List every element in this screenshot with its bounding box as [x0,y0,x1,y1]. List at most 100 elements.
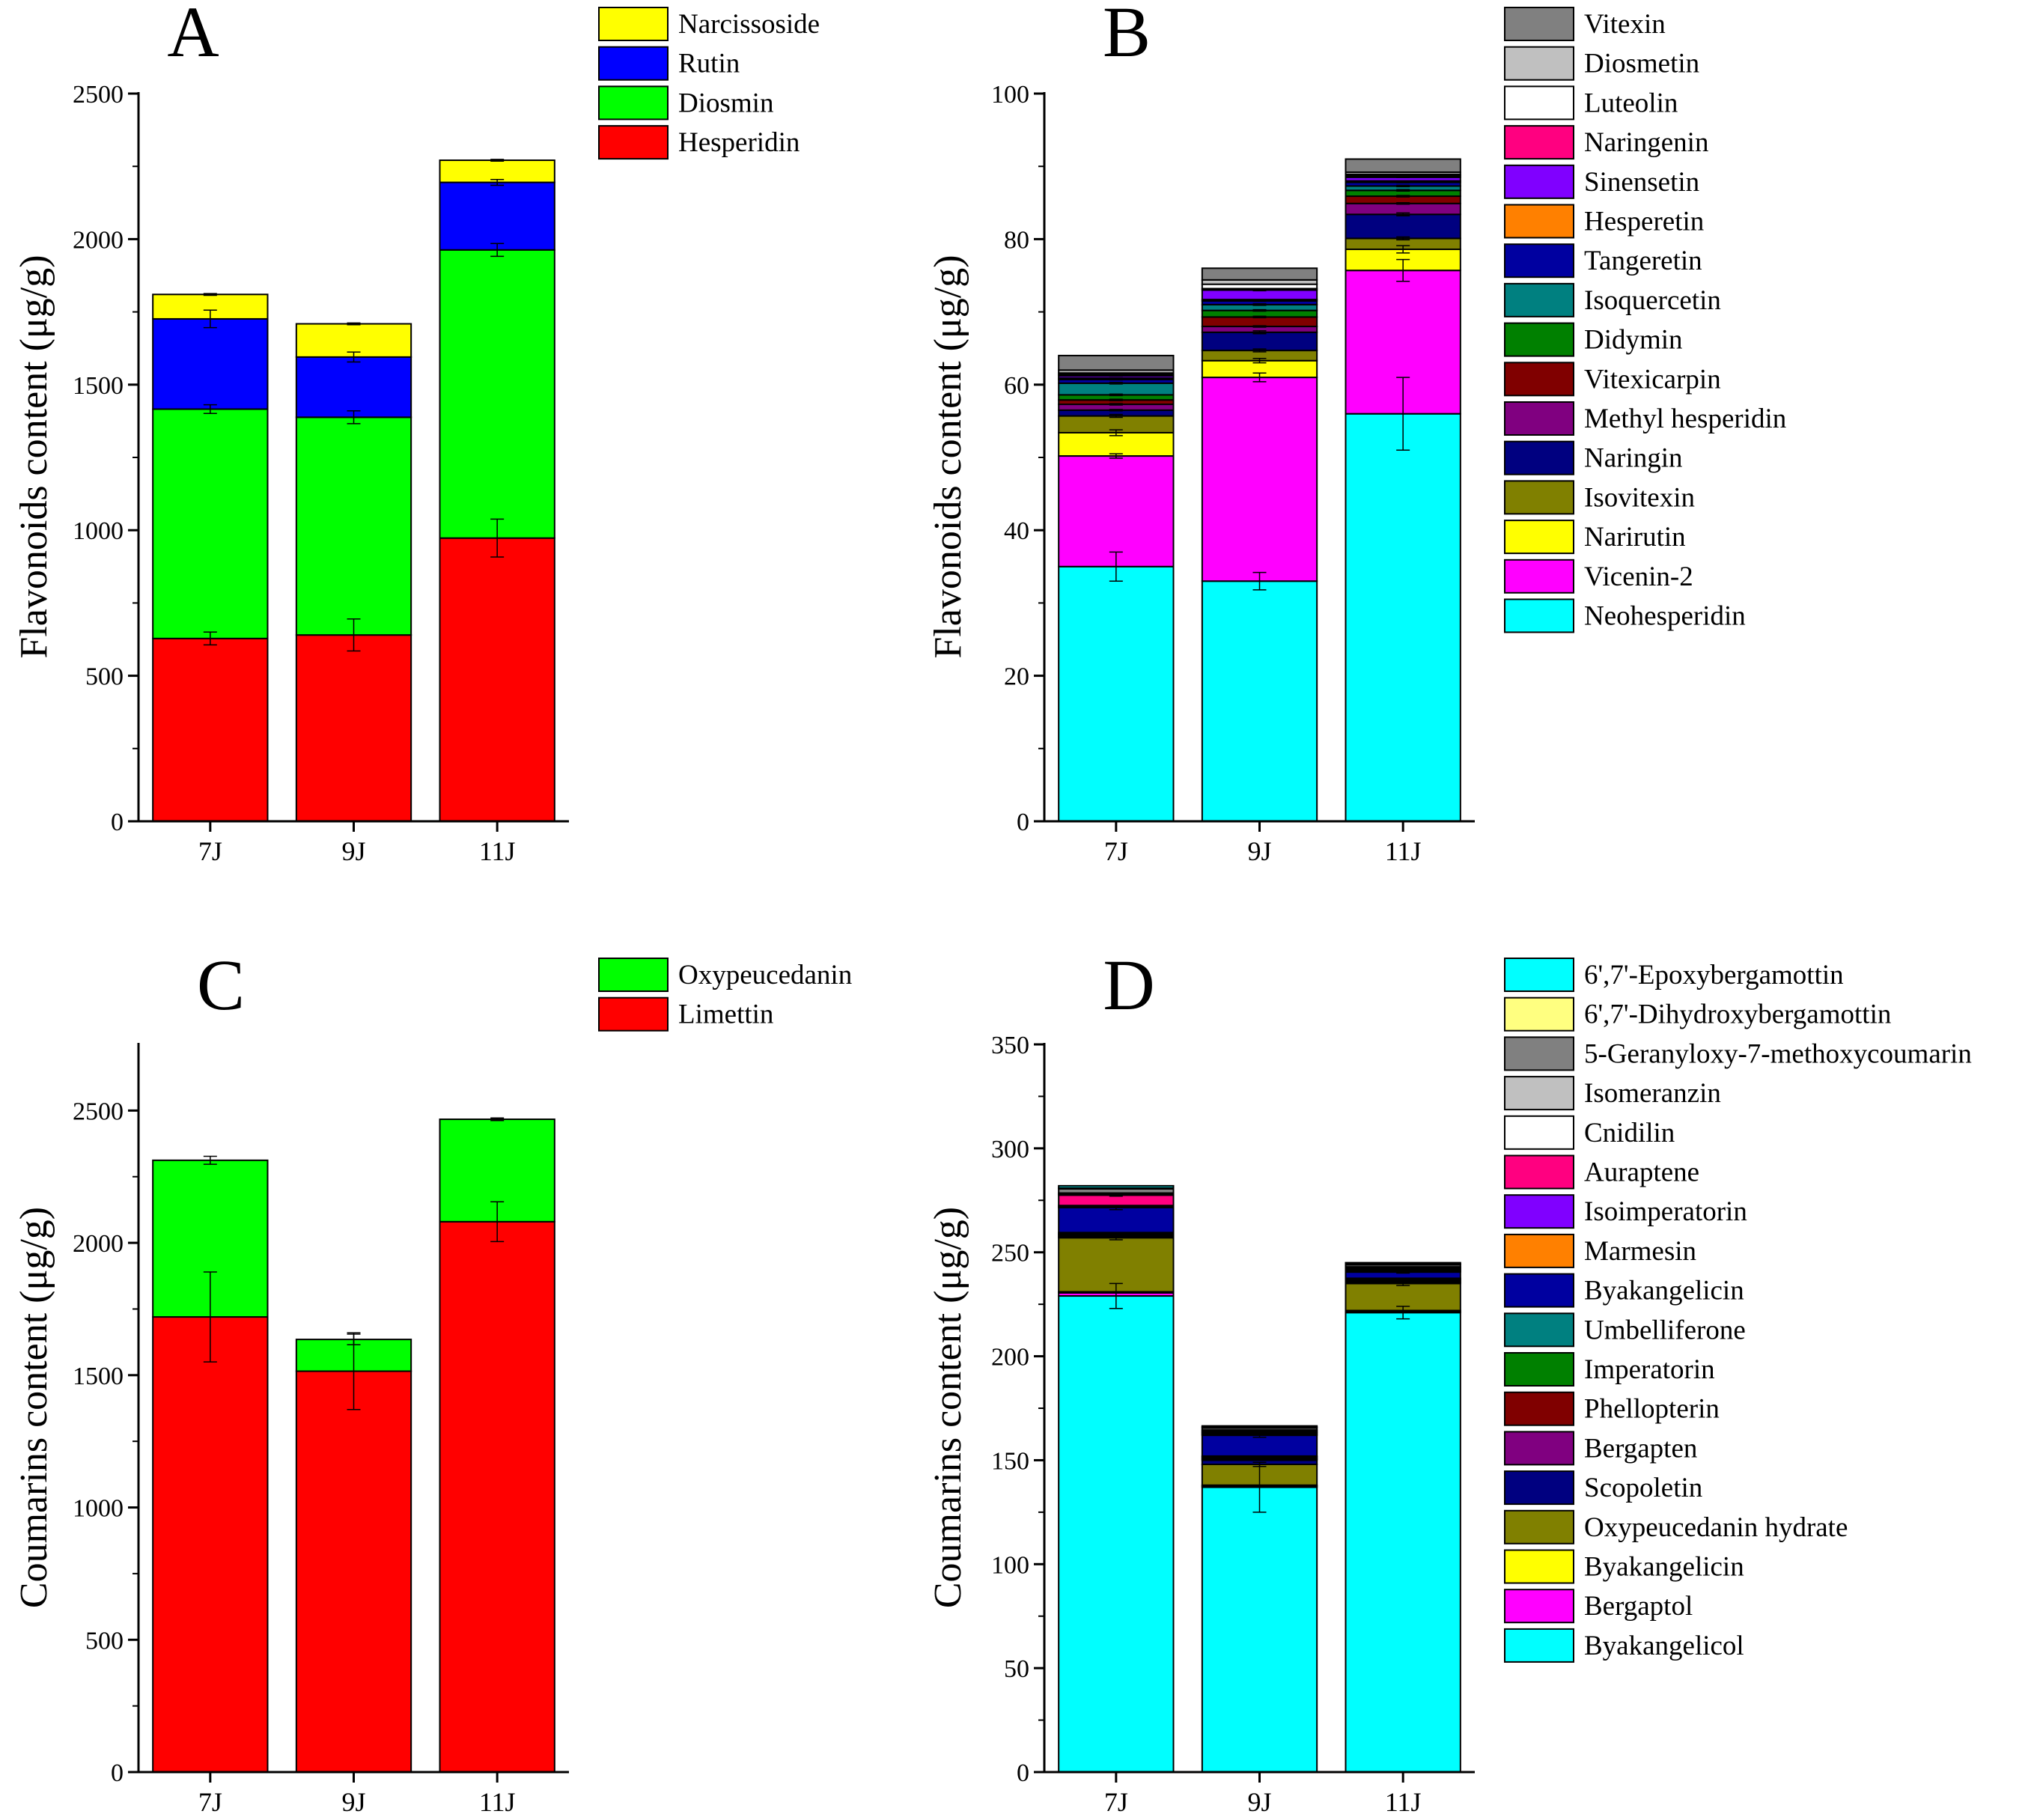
legend-label: Neohesperidin [1584,601,1746,632]
y-tick-label: 40 [1004,517,1029,545]
legend-label: Byakangelicin [1584,1552,1744,1583]
bar-d-9J-byakangelicol [1201,1486,1318,1773]
legend-label: Isovitexin [1584,482,1695,513]
legend-swatch [1504,480,1574,515]
legend-swatch [1504,1628,1574,1663]
legend-swatch [1504,1036,1574,1071]
panel-label: D [1103,945,1154,1025]
x-tick-label: 11J [479,836,516,866]
bar-d-9J-byakangelicin [1201,1434,1318,1457]
x-tick-label: 9J [341,1787,365,1817]
legend-swatch [1504,1312,1574,1348]
y-tick-label: 500 [85,663,124,691]
legend-swatch [598,46,669,81]
y-tick-label: 20 [1004,663,1029,691]
legend-swatch [1504,996,1574,1032]
legend-swatch [1504,958,1574,992]
y-tick-label: 1000 [73,517,124,545]
y-axis-label: Coumarins content (μg/g) [927,1207,969,1608]
y-tick-label: 200 [991,1344,1029,1372]
bar-b-11J-naringin [1345,213,1461,240]
panel-label: B [1103,0,1151,72]
y-tick-label: 100 [991,1551,1029,1579]
bar-a-7J-hesperidin [152,637,269,823]
legend-label: 6',7'-Dihydroxybergamottin [1584,999,1891,1030]
legend-label: Auraptene [1584,1157,1699,1188]
bar-b-9J-vitexicarpin [1201,316,1318,328]
legend-label: Bergaptol [1584,1591,1693,1622]
y-tick-label: 2500 [73,81,124,109]
bar-b-7J-vitexin [1058,354,1175,371]
legend-swatch [1504,1273,1574,1308]
y-tick-label: 2000 [73,1230,124,1258]
legend-swatch [1504,401,1574,436]
legend-label: 6',7'-Epoxybergamottin [1584,960,1844,990]
y-tick-label: 50 [1004,1655,1029,1683]
legend-swatch [1504,46,1574,81]
bar-c-7J-limettin [152,1316,269,1774]
bar-b-9J-vicenin-2 [1201,377,1318,582]
legend-swatch [1504,1589,1574,1624]
legend-label: Hesperetin [1584,207,1704,237]
legend-swatch [1504,322,1574,357]
x-tick-label: 11J [1385,1787,1422,1817]
bar-b-9J-neohesperidin [1201,580,1318,822]
legend-label: Tangeretin [1584,246,1702,276]
x-tick-label: 7J [1104,1787,1128,1817]
legend-label: Hesperidin [678,127,800,158]
legend-swatch [1504,204,1574,239]
bar-d-11J-byakangelicol [1345,1312,1461,1774]
legend: Vitexin Diosmetin Luteolin Naringenin Sinens… [1504,7,1786,633]
bars [1058,158,1461,822]
legend-label: Didymin [1584,325,1683,356]
x-tick-label: 11J [1385,836,1422,866]
legend-label: Scopoletin [1584,1473,1702,1503]
error-bars [1109,176,1410,591]
legend-label: Limettin [678,999,773,1030]
bar-d-11J-oxypeucedanin-hydrate [1345,1282,1461,1312]
legend-label: Naringenin [1584,127,1708,158]
legend-swatch [1504,362,1574,397]
chart-c: 7J 9J 11J 0 500 1000 1500 2000 2500 Coumarins con… [13,945,852,1817]
bar-a-9J-rutin [295,356,412,419]
bar-a-9J-narcissoside [295,323,412,358]
bar-a-7J-diosmin [152,408,269,639]
error-bars [203,1117,505,1410]
legend-swatch [1504,243,1574,279]
bar-d-7J-byakangelicin [1058,1207,1175,1234]
y-tick-label: 2500 [73,1098,124,1125]
legend-label: Cnidilin [1584,1118,1675,1148]
y-tick-label: 1000 [73,1495,124,1523]
bar-d-9J-6-7-epoxybergamottin [1201,1425,1318,1428]
legend-swatch [1504,1233,1574,1268]
legend-label: Vitexin [1584,9,1666,40]
bar-b-11J-vitexin [1345,158,1461,173]
chart-a: 7J 9J 11J 0 500 1000 1500 2000 2500 Flavonoids co… [13,0,820,866]
bar-d-11J-6-7-epoxybergamottin [1345,1261,1461,1264]
y-tick-label: 1500 [73,372,124,400]
bar-d-7J-6-7-epoxybergamottin [1058,1184,1175,1189]
bar-c-11J-limettin [439,1220,555,1773]
legend-label: Imperatorin [1584,1354,1715,1385]
legend: 6',7'-Epoxybergamottin 6',7'-Dihydroxyber… [1504,958,1972,1663]
x-tick-label: 9J [1247,1787,1271,1817]
legend-label: Naringin [1584,443,1683,474]
y-axis-label: Flavonoids content (μg/g) [927,255,969,658]
legend-swatch [1504,1431,1574,1466]
y-tick-label: 80 [1004,226,1029,254]
error-bars [203,159,505,652]
legend-swatch [598,958,669,992]
bar-b-9J-vitexin [1201,267,1318,281]
bar-c-9J-limettin [295,1370,412,1773]
legend-swatch [1504,559,1574,594]
y-tick-label: 0 [1017,1759,1029,1787]
bar-a-11J-diosmin [439,249,555,539]
bar-a-11J-hesperidin [439,537,555,822]
bar-a-9J-hesperidin [295,634,412,823]
legend-label: Diosmetin [1584,49,1699,79]
legend-swatch [598,85,669,121]
y-axis-label: Flavonoids content (μg/g) [13,255,55,658]
x-tick-label: 7J [1104,836,1128,866]
legend-label: Narirutin [1584,522,1686,553]
